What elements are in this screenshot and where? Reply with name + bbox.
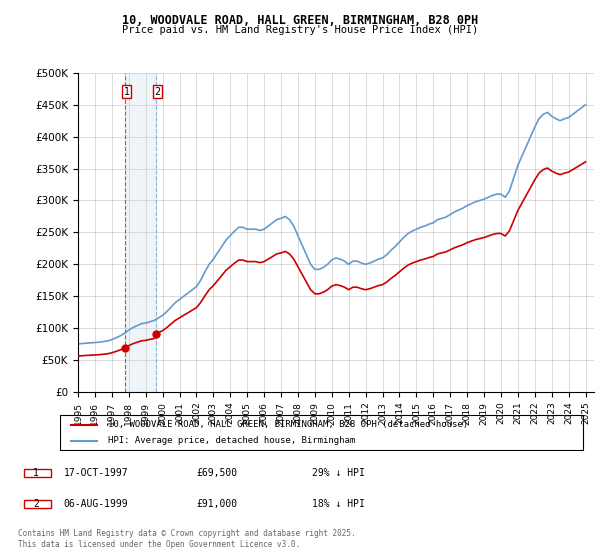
Text: Price paid vs. HM Land Registry's House Price Index (HPI): Price paid vs. HM Land Registry's House … [122, 25, 478, 35]
Text: 1: 1 [124, 87, 130, 97]
Text: 2: 2 [33, 499, 39, 509]
Text: 10, WOODVALE ROAD, HALL GREEN, BIRMINGHAM, B28 0PH: 10, WOODVALE ROAD, HALL GREEN, BIRMINGHA… [122, 14, 478, 27]
Text: £91,000: £91,000 [196, 499, 238, 509]
Text: 29% ↓ HPI: 29% ↓ HPI [311, 468, 364, 478]
Text: HPI: Average price, detached house, Birmingham: HPI: Average price, detached house, Birm… [107, 436, 355, 445]
Bar [125, 73, 156, 392]
Text: Contains HM Land Registry data © Crown copyright and database right 2025.
This d: Contains HM Land Registry data © Crown c… [18, 529, 356, 549]
Text: 17-OCT-1997: 17-OCT-1997 [64, 468, 128, 478]
Text: £69,500: £69,500 [196, 468, 238, 478]
Text: 10, WOODVALE ROAD, HALL GREEN, BIRMINGHAM, B28 0PH (detached house): 10, WOODVALE ROAD, HALL GREEN, BIRMINGHA… [107, 420, 467, 429]
Text: 06-AUG-1999: 06-AUG-1999 [64, 499, 128, 509]
Text: 18% ↓ HPI: 18% ↓ HPI [311, 499, 364, 509]
Text: 2: 2 [154, 87, 161, 97]
Text: 1: 1 [33, 468, 39, 478]
